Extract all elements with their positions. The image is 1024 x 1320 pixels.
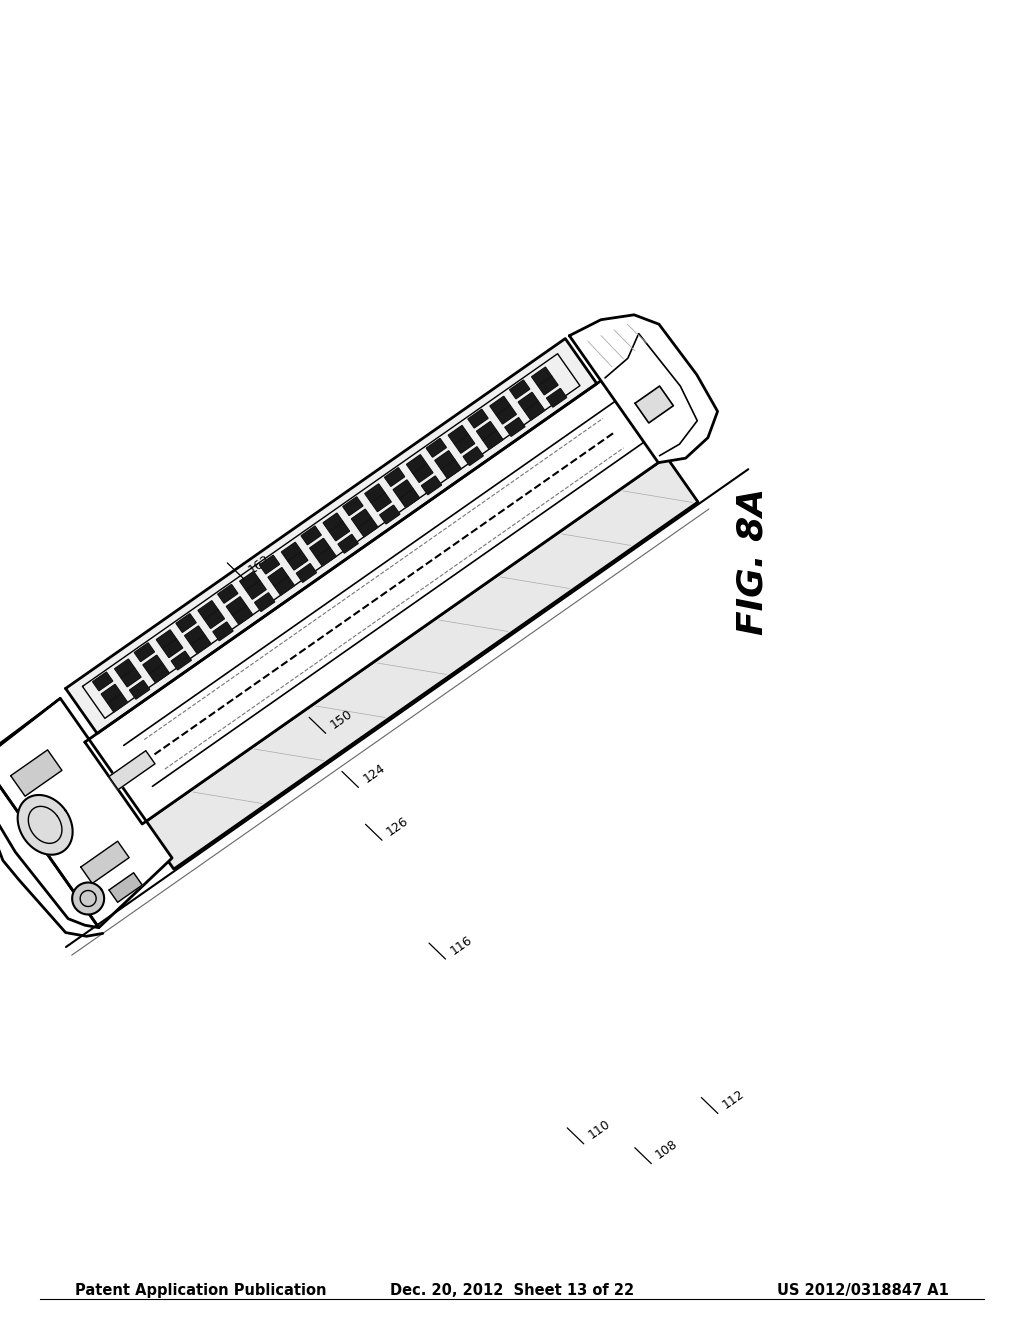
Polygon shape (343, 496, 362, 516)
Polygon shape (226, 597, 247, 615)
Polygon shape (365, 484, 385, 503)
Polygon shape (296, 564, 316, 582)
Polygon shape (108, 693, 128, 711)
Polygon shape (72, 883, 104, 915)
Polygon shape (338, 535, 358, 553)
Polygon shape (274, 577, 295, 595)
Polygon shape (92, 672, 113, 690)
Polygon shape (171, 651, 191, 669)
Polygon shape (351, 510, 372, 528)
Text: 150: 150 (328, 708, 354, 731)
Polygon shape (205, 610, 224, 628)
Polygon shape (407, 454, 427, 474)
Polygon shape (259, 556, 280, 574)
Polygon shape (489, 396, 510, 414)
Polygon shape (635, 385, 674, 422)
Polygon shape (109, 873, 142, 903)
Polygon shape (531, 367, 552, 385)
Polygon shape (240, 572, 260, 590)
Polygon shape (142, 457, 698, 869)
Polygon shape (547, 388, 566, 407)
Polygon shape (255, 593, 274, 611)
Polygon shape (213, 622, 233, 640)
Polygon shape (121, 668, 141, 686)
Polygon shape (422, 477, 441, 495)
Polygon shape (288, 552, 308, 570)
Polygon shape (455, 434, 475, 453)
Polygon shape (399, 488, 420, 508)
Polygon shape (85, 375, 667, 824)
Polygon shape (17, 795, 73, 855)
Polygon shape (0, 698, 60, 760)
Polygon shape (184, 626, 205, 644)
Polygon shape (163, 639, 182, 657)
Polygon shape (246, 581, 266, 599)
Polygon shape (66, 338, 597, 734)
Text: US 2012/0318847 A1: US 2012/0318847 A1 (777, 1283, 949, 1298)
Polygon shape (510, 380, 529, 399)
Polygon shape (143, 655, 163, 673)
Polygon shape (11, 260, 780, 911)
Text: 108: 108 (653, 1138, 680, 1162)
Polygon shape (497, 405, 516, 424)
Polygon shape (538, 376, 558, 395)
Polygon shape (150, 664, 169, 682)
Polygon shape (426, 438, 446, 457)
Polygon shape (282, 543, 301, 561)
Polygon shape (115, 659, 135, 677)
Polygon shape (176, 614, 197, 632)
Polygon shape (0, 760, 98, 928)
Polygon shape (441, 459, 461, 478)
Polygon shape (316, 548, 336, 566)
Text: 116: 116 (447, 933, 474, 957)
Text: Patent Application Publication: Patent Application Publication (75, 1283, 327, 1298)
Polygon shape (468, 409, 488, 428)
Text: 126: 126 (384, 814, 411, 838)
Polygon shape (101, 684, 121, 704)
Polygon shape (330, 523, 349, 541)
Polygon shape (198, 601, 218, 619)
Text: 110: 110 (586, 1118, 612, 1142)
Polygon shape (157, 630, 176, 648)
Polygon shape (524, 401, 545, 420)
Polygon shape (380, 506, 399, 524)
Polygon shape (232, 606, 253, 624)
Polygon shape (371, 492, 391, 512)
Polygon shape (569, 314, 718, 463)
Polygon shape (309, 539, 330, 557)
Polygon shape (324, 513, 343, 532)
Polygon shape (476, 421, 497, 441)
Text: 124: 124 (360, 762, 387, 785)
Polygon shape (483, 430, 503, 449)
Polygon shape (190, 635, 211, 653)
Polygon shape (505, 417, 525, 437)
Polygon shape (301, 527, 322, 545)
Polygon shape (134, 643, 155, 661)
Polygon shape (435, 450, 455, 470)
Polygon shape (463, 446, 483, 466)
Text: 112: 112 (720, 1088, 746, 1111)
Polygon shape (268, 568, 288, 586)
Polygon shape (393, 480, 414, 499)
Text: 162: 162 (246, 553, 272, 577)
Text: FIG. 8A: FIG. 8A (735, 487, 770, 635)
Polygon shape (218, 585, 238, 603)
Polygon shape (10, 750, 61, 796)
Polygon shape (518, 392, 539, 411)
Polygon shape (413, 463, 433, 482)
Text: Dec. 20, 2012  Sheet 13 of 22: Dec. 20, 2012 Sheet 13 of 22 (390, 1283, 634, 1298)
Polygon shape (81, 841, 129, 883)
Polygon shape (0, 698, 172, 928)
Polygon shape (449, 425, 468, 444)
Polygon shape (357, 519, 378, 537)
Polygon shape (109, 751, 155, 789)
Polygon shape (385, 467, 404, 486)
Polygon shape (130, 680, 150, 700)
